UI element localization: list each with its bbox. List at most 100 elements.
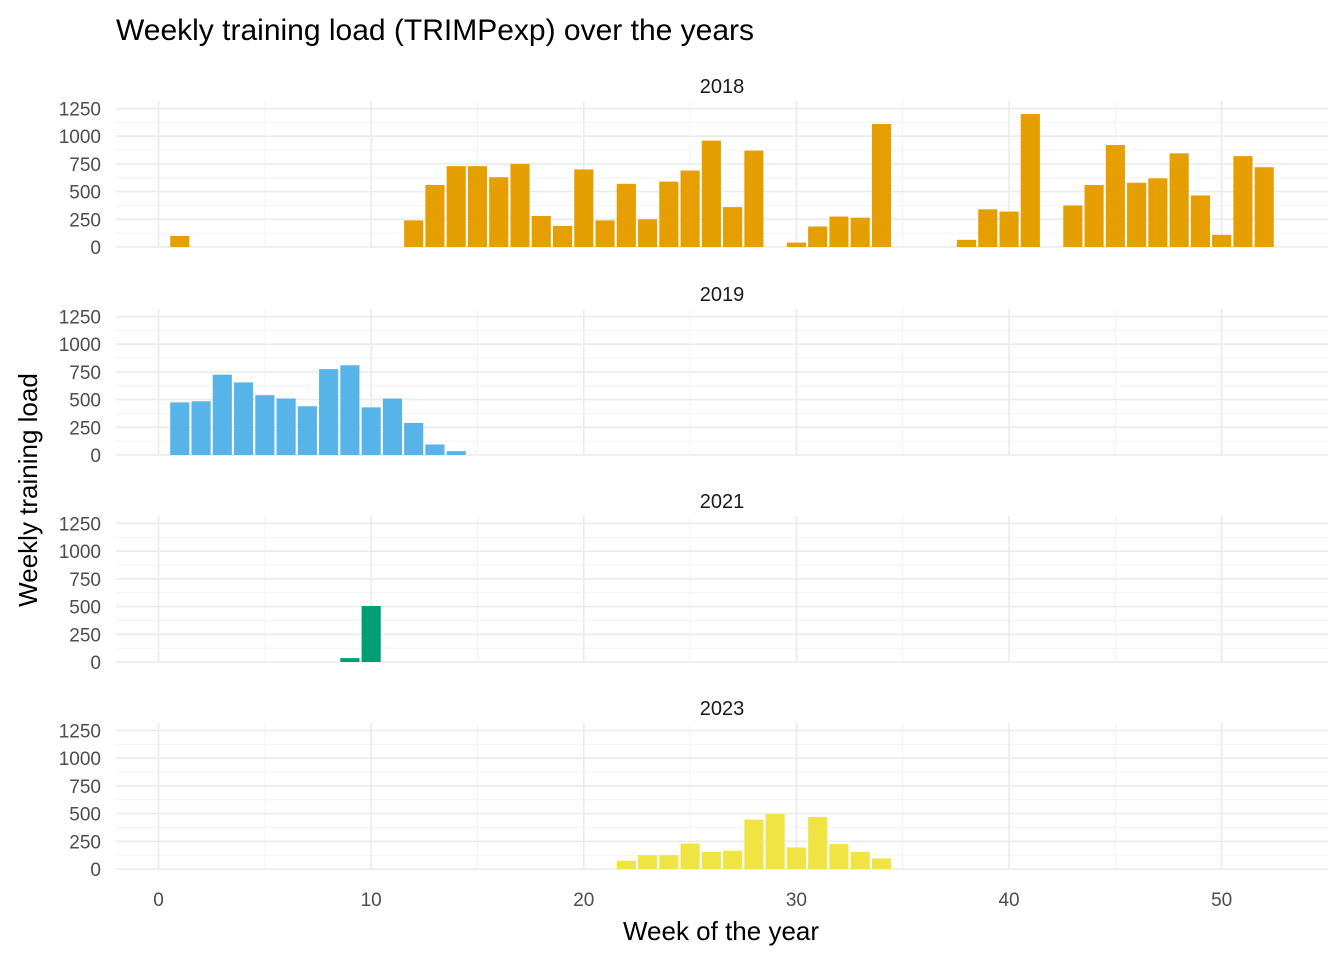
y-tick-label: 750 [69,777,101,798]
bar [723,850,743,869]
bar [701,851,721,869]
bar [956,239,977,247]
y-tick-label: 750 [69,570,101,591]
bar [425,184,445,247]
bar [701,140,721,247]
x-axis-title: Week of the year [623,916,819,946]
x-axis: 0 10 20 30 40 50 [153,890,1232,911]
y-tick-label: 250 [69,832,101,853]
bar [446,166,466,247]
bar [616,183,636,247]
bar [531,215,551,247]
y-tick-label: 1250 [59,308,101,329]
bar [404,220,424,247]
bar [680,843,700,869]
bar [999,211,1019,247]
bar [638,219,658,247]
bar [1148,178,1168,247]
y-tick-label: 750 [69,155,101,176]
bar [297,406,317,455]
bar [808,816,828,869]
x-tick-label: 30 [786,890,807,911]
bar [361,606,381,662]
bar [871,124,892,247]
bar [1190,195,1210,247]
facet-label: 2018 [700,76,745,98]
y-axis-title: Weekly training load [13,373,43,607]
bar [1254,167,1274,247]
bar [786,847,806,869]
facet-label: 2021 [700,491,745,513]
y-tick-label: 1000 [59,749,101,770]
y-tick-label: 1000 [59,335,101,356]
bar [595,220,615,247]
bar [404,422,424,455]
bar [170,402,190,455]
bar [276,398,296,455]
y-tick-label: 0 [90,446,101,467]
y-tick-label: 500 [69,805,101,826]
bar [1063,205,1083,247]
bar [552,225,573,247]
y-tick-label: 250 [69,418,101,439]
bar [765,814,785,869]
y-tick-label: 250 [69,210,101,231]
bar [446,451,466,455]
y-tick-label: 1000 [59,542,101,563]
x-tick-label: 20 [573,890,594,911]
facet-label: 2019 [700,284,745,306]
y-tick-label: 500 [69,391,101,412]
bar [850,217,870,247]
bar [340,365,360,455]
bar [1127,182,1147,247]
facet-panel-2023: 2023 0 250 500 750 1000 1250 [59,698,1328,881]
bar [723,207,743,247]
y-tick-label: 250 [69,625,101,646]
bar [234,382,254,455]
bar [340,658,360,662]
bar [616,860,636,869]
bar [1020,114,1040,247]
facet-panel-2019: 2019 0 250 500 750 1000 1250 [59,284,1328,467]
bar [425,444,445,455]
y-tick-label: 1250 [59,722,101,743]
bar [574,169,594,247]
bar [786,242,806,247]
bar [510,163,530,247]
bar [744,819,764,869]
bar [212,374,232,455]
bar [808,226,828,247]
bar [191,401,211,455]
bar [467,166,488,247]
bar [1084,184,1104,247]
x-tick-label: 40 [998,890,1019,911]
bar [1169,153,1189,247]
bar [1212,234,1232,247]
bar [1233,156,1253,247]
bar [255,395,275,455]
bar [638,855,658,869]
facet-panel-2018: 2018 0 250 500 750 1000 1250 [59,76,1328,259]
facet-label: 2023 [700,698,745,720]
y-tick-label: 500 [69,598,101,619]
bar [680,170,700,247]
chart-title: Weekly training load (TRIMPexp) over the… [116,14,754,47]
bar [871,858,892,869]
bar [319,369,339,455]
bar [1105,145,1125,247]
y-tick-label: 1000 [59,127,101,148]
y-tick-label: 1250 [59,100,101,121]
bar [659,181,679,247]
bar [170,235,190,247]
y-tick-label: 1250 [59,515,101,536]
bar [489,177,509,247]
y-tick-label: 750 [69,363,101,384]
bar [850,851,870,869]
y-tick-label: 0 [90,653,101,674]
facet-panels: 2018 0 250 500 750 1000 1250 2019 0 250 500 750 1000… [59,76,1328,911]
y-tick-label: 0 [90,238,101,259]
bar [744,150,764,247]
bar [361,407,381,455]
y-tick-label: 500 [69,183,101,204]
